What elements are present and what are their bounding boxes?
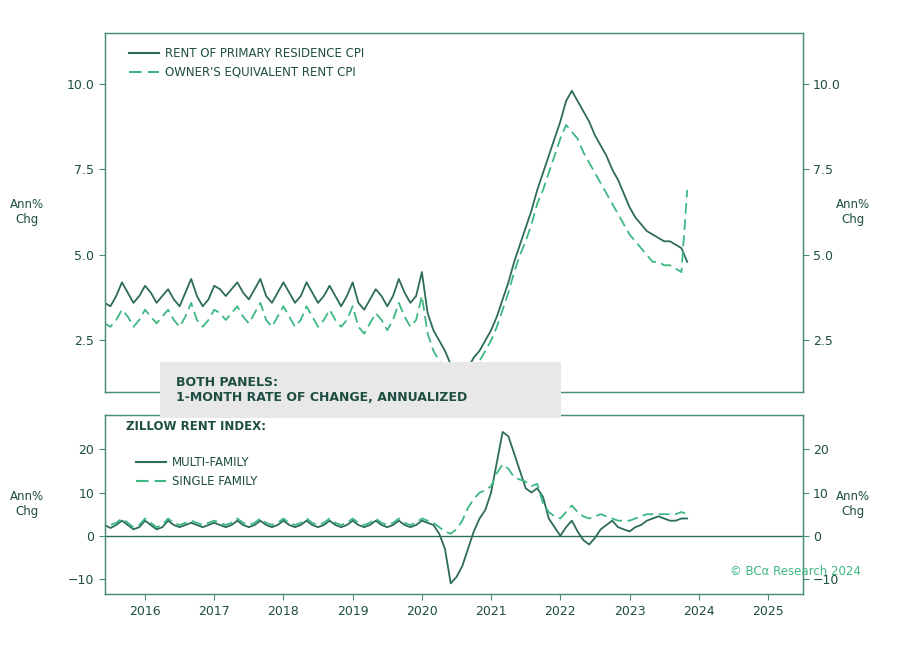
Text: Ann%
Chg: Ann% Chg xyxy=(10,199,45,226)
Text: ZILLOW RENT INDEX:: ZILLOW RENT INDEX: xyxy=(126,420,265,433)
Text: BOTH PANELS:: BOTH PANELS: xyxy=(176,376,277,389)
Text: Ann%
Chg: Ann% Chg xyxy=(834,199,869,226)
Text: 1-MONTH RATE OF CHANGE, ANNUALIZED: 1-MONTH RATE OF CHANGE, ANNUALIZED xyxy=(176,391,466,404)
Legend: MULTI-FAMILY, SINGLE FAMILY: MULTI-FAMILY, SINGLE FAMILY xyxy=(131,451,261,492)
Text: Ann%
Chg: Ann% Chg xyxy=(10,490,45,518)
Text: Ann%
Chg: Ann% Chg xyxy=(834,490,869,518)
Text: © BCα Research 2024: © BCα Research 2024 xyxy=(729,565,860,578)
Legend: RENT OF PRIMARY RESIDENCE CPI, OWNER'S EQUIVALENT RENT CPI: RENT OF PRIMARY RESIDENCE CPI, OWNER'S E… xyxy=(125,42,368,84)
